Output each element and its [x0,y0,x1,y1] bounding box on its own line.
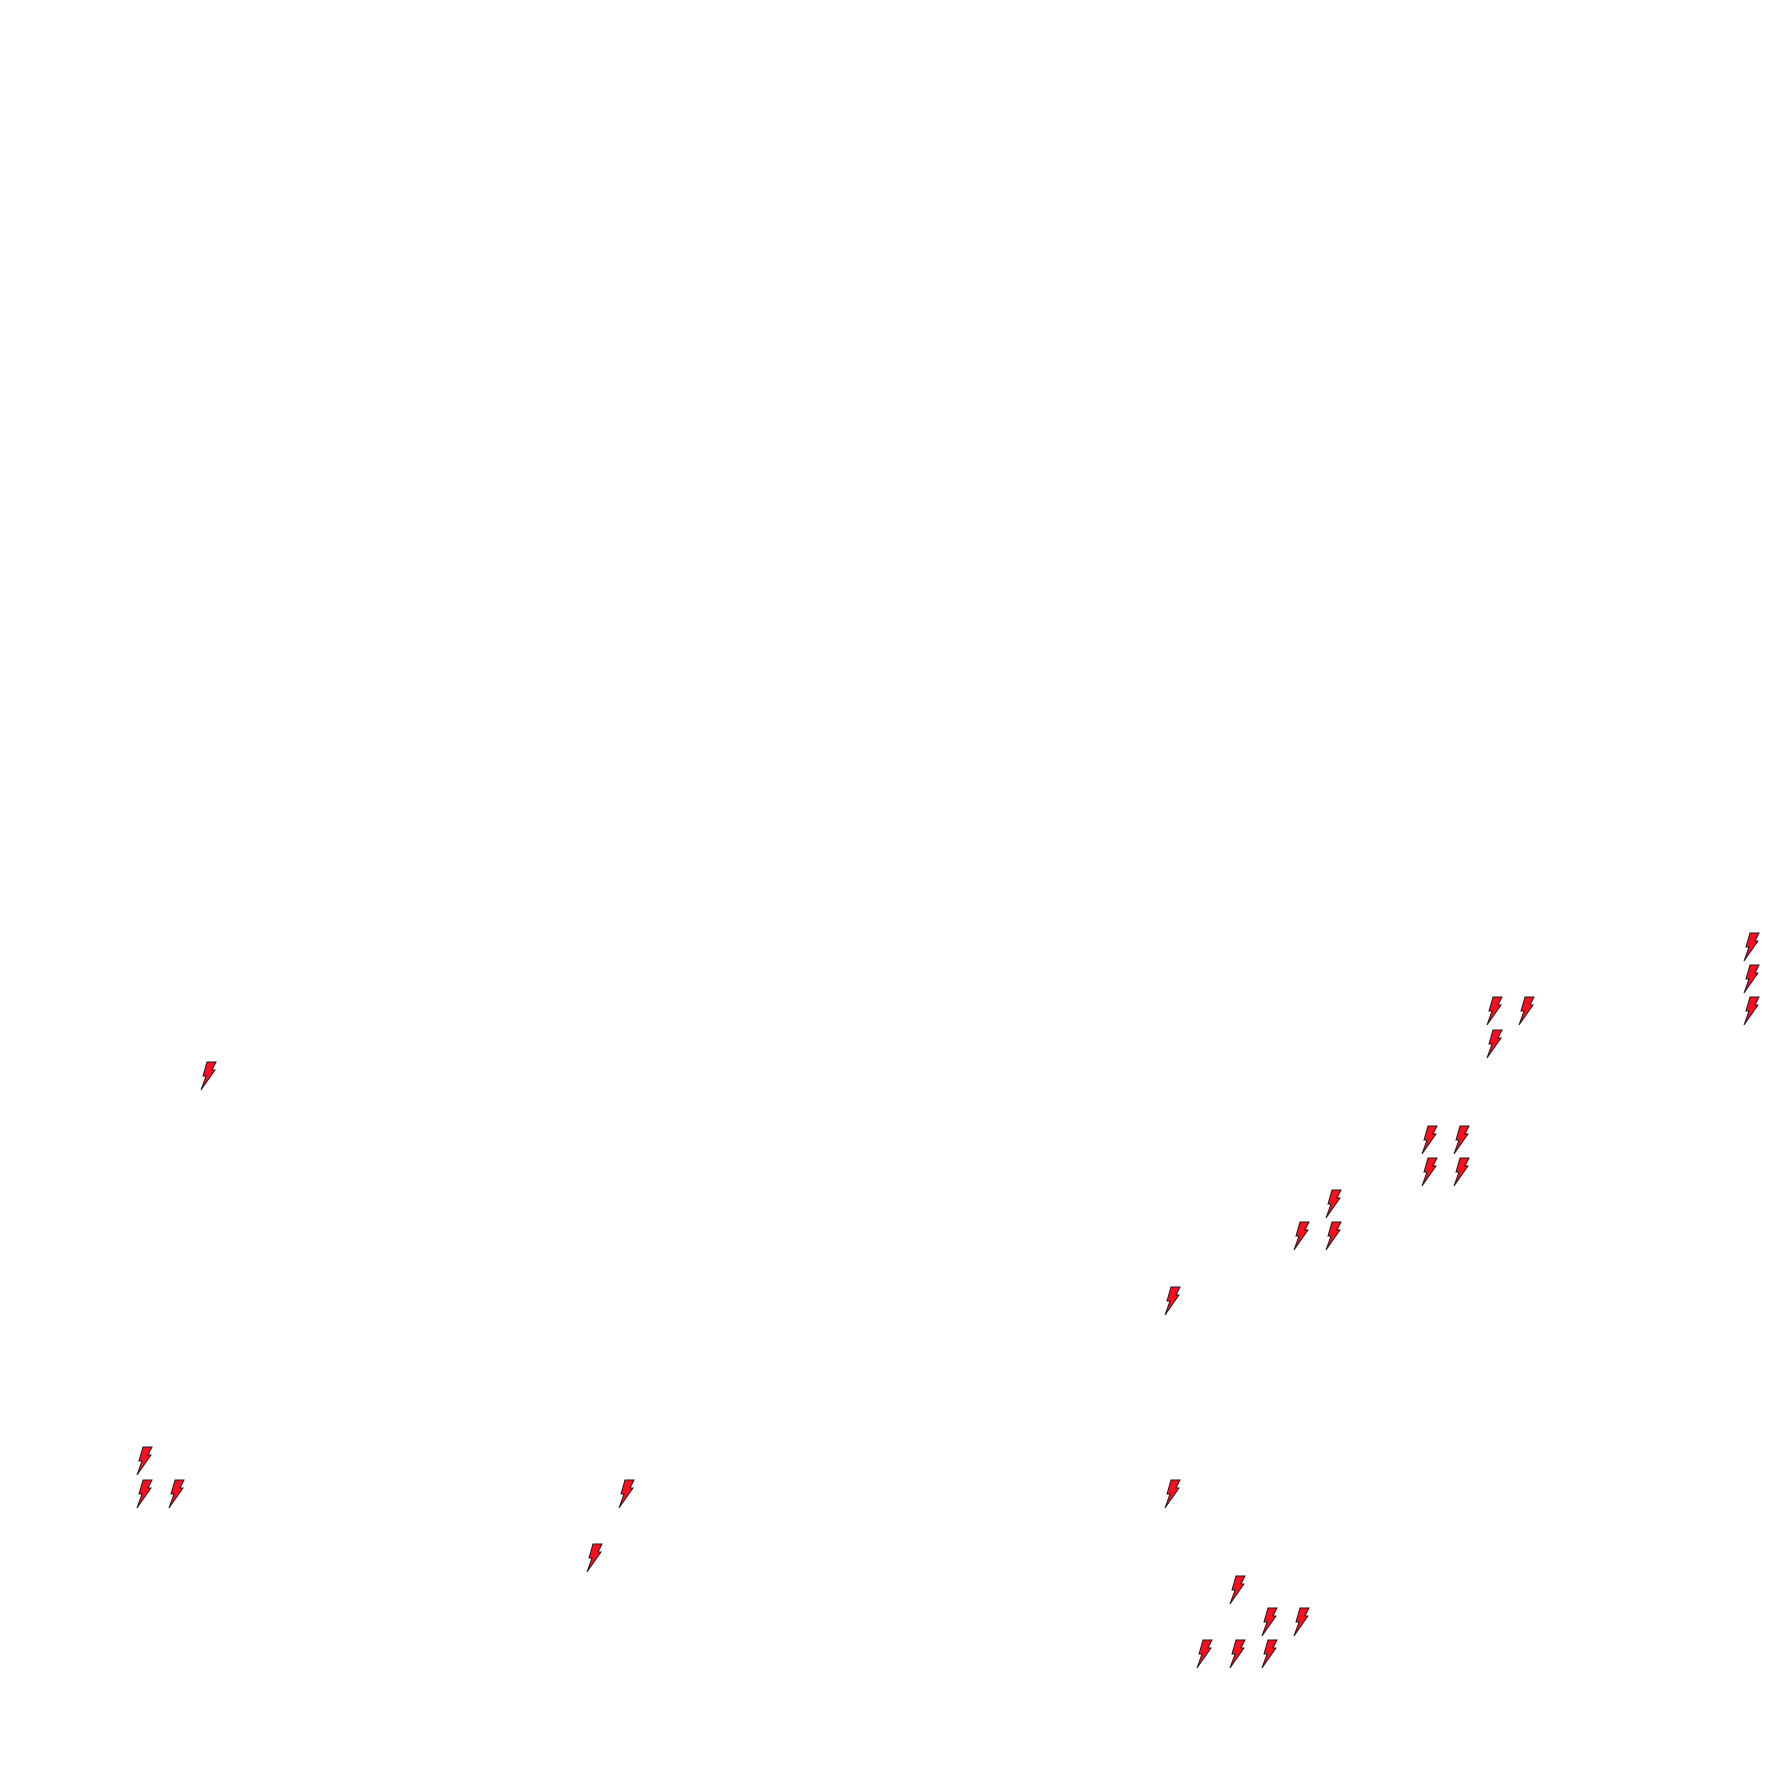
lightning-bolt-icon[interactable] [167,1479,185,1509]
lightning-bolt-icon[interactable] [1742,996,1760,1026]
lightning-bolt-icon[interactable] [1452,1157,1470,1187]
lightning-bolt-icon[interactable] [135,1479,153,1509]
lightning-bolt-icon[interactable] [199,1061,217,1091]
lightning-bolt-icon[interactable] [1195,1639,1213,1669]
lightning-bolt-icon[interactable] [1292,1607,1310,1637]
lightning-bolt-icon[interactable] [1742,932,1760,962]
lightning-bolt-icon[interactable] [1228,1575,1246,1605]
lightning-bolt-icon[interactable] [1163,1479,1181,1509]
lightning-bolt-icon[interactable] [1742,964,1760,994]
lightning-bolt-icon[interactable] [1260,1639,1278,1669]
lightning-bolt-icon[interactable] [1260,1607,1278,1637]
lightning-bolt-icon[interactable] [1420,1157,1438,1187]
lightning-bolt-icon[interactable] [1517,996,1535,1026]
lightning-bolt-icon[interactable] [585,1543,603,1573]
lightning-bolt-icon[interactable] [135,1446,153,1476]
lightning-bolt-icon[interactable] [1485,1029,1503,1059]
lightning-bolt-icon[interactable] [1485,996,1503,1026]
lightning-bolt-icon[interactable] [1292,1221,1310,1251]
lightning-bolt-icon[interactable] [1324,1189,1342,1219]
lightning-bolt-icon[interactable] [1420,1125,1438,1155]
lightning-bolt-icon[interactable] [1452,1125,1470,1155]
lightning-bolt-icon[interactable] [1324,1221,1342,1251]
lightning-bolt-icon[interactable] [1228,1639,1246,1669]
lightning-bolt-icon[interactable] [1163,1286,1181,1316]
lightning-bolt-icon[interactable] [617,1479,635,1509]
